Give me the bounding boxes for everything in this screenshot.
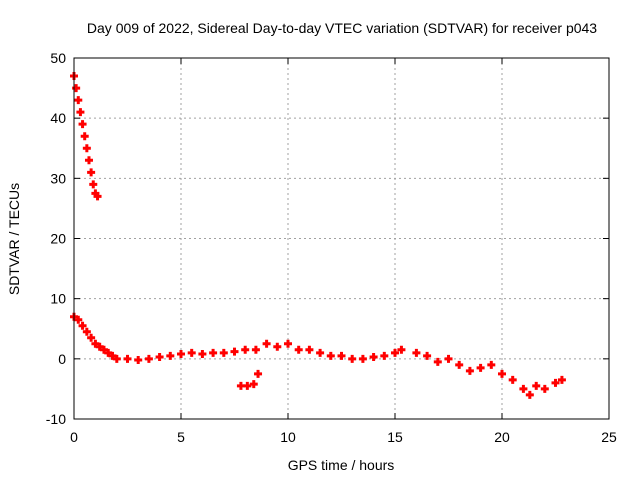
data-point bbox=[80, 132, 89, 141]
data-point bbox=[72, 84, 81, 93]
y-axis-label: SDTVAR / TECUs bbox=[6, 183, 22, 295]
chart-title: Day 009 of 2022, Sidereal Day-to-day VTE… bbox=[87, 20, 597, 36]
x-axis-label: GPS time / hours bbox=[288, 457, 395, 473]
data-point bbox=[91, 339, 100, 348]
data-point bbox=[412, 348, 421, 357]
y-tick-label: 50 bbox=[50, 50, 66, 66]
data-point bbox=[108, 351, 117, 360]
data-point bbox=[123, 354, 132, 363]
data-point bbox=[316, 348, 325, 357]
data-point bbox=[93, 192, 102, 201]
y-tick-label: 30 bbox=[50, 170, 66, 186]
y-tick-labels: -10 0 10 20 30 40 50 bbox=[46, 50, 66, 427]
data-point bbox=[82, 327, 91, 336]
data-point bbox=[112, 354, 121, 363]
data-point bbox=[87, 168, 96, 177]
data-point bbox=[243, 381, 252, 390]
data-point bbox=[89, 180, 98, 189]
data-point bbox=[84, 156, 93, 165]
x-tick-label: 20 bbox=[494, 429, 510, 445]
plot-frame bbox=[73, 57, 610, 420]
data-point bbox=[82, 144, 91, 153]
data-point bbox=[155, 353, 164, 362]
data-point bbox=[498, 369, 506, 378]
x-tick-label: 5 bbox=[177, 429, 185, 445]
data-point bbox=[74, 315, 83, 324]
data-point bbox=[348, 354, 357, 363]
data-point bbox=[326, 351, 335, 360]
data-point bbox=[99, 345, 108, 354]
data-point bbox=[455, 360, 464, 369]
data-point bbox=[391, 348, 399, 357]
data-point bbox=[241, 345, 250, 354]
data-point bbox=[551, 378, 560, 387]
x-tick-label: 0 bbox=[70, 429, 78, 445]
data-point bbox=[144, 354, 153, 363]
y-tick-label: 20 bbox=[50, 231, 66, 247]
data-point bbox=[487, 360, 496, 369]
data-point bbox=[209, 348, 218, 357]
data-point bbox=[166, 351, 175, 360]
data-point bbox=[444, 354, 453, 363]
x-tick-labels: 0 5 10 15 20 25 bbox=[70, 429, 617, 445]
data-point bbox=[540, 384, 549, 393]
data-point bbox=[249, 380, 258, 389]
data-point bbox=[532, 381, 541, 390]
x-tick-label: 10 bbox=[280, 429, 296, 445]
data-point bbox=[76, 108, 85, 117]
data-point bbox=[476, 363, 485, 372]
x-tick-label: 15 bbox=[387, 429, 403, 445]
data-point bbox=[557, 375, 566, 384]
data-point bbox=[358, 354, 367, 363]
data-point bbox=[177, 350, 185, 359]
data-point bbox=[369, 353, 378, 362]
grid-lines bbox=[74, 58, 609, 419]
data-point bbox=[74, 96, 83, 105]
data-point bbox=[230, 347, 239, 356]
x-tick-label: 25 bbox=[601, 429, 617, 445]
data-point bbox=[78, 321, 87, 330]
data-point bbox=[305, 345, 314, 354]
data-point bbox=[284, 339, 292, 348]
data-point bbox=[433, 357, 442, 366]
data-point bbox=[273, 342, 282, 351]
y-tick-label: 40 bbox=[50, 110, 66, 126]
data-point bbox=[198, 350, 207, 359]
y-tick-label: -10 bbox=[46, 411, 66, 427]
data-point bbox=[104, 348, 113, 357]
data-point bbox=[423, 351, 432, 360]
data-point bbox=[397, 345, 406, 354]
data-point bbox=[519, 384, 528, 393]
data-point bbox=[525, 390, 534, 399]
data-point bbox=[95, 342, 104, 351]
data-point bbox=[465, 366, 474, 375]
data-point bbox=[219, 348, 228, 357]
y-tick-label: 10 bbox=[50, 291, 66, 307]
data-point bbox=[294, 345, 303, 354]
data-point bbox=[262, 339, 271, 348]
y-tick-label: 0 bbox=[58, 351, 66, 367]
data-point bbox=[134, 356, 143, 365]
data-point bbox=[254, 369, 263, 378]
data-point bbox=[87, 333, 96, 342]
data-point bbox=[78, 120, 87, 129]
data-point bbox=[187, 348, 196, 357]
data-point bbox=[337, 351, 346, 360]
data-point bbox=[251, 345, 260, 354]
data-point bbox=[508, 375, 517, 384]
data-point bbox=[380, 351, 389, 360]
